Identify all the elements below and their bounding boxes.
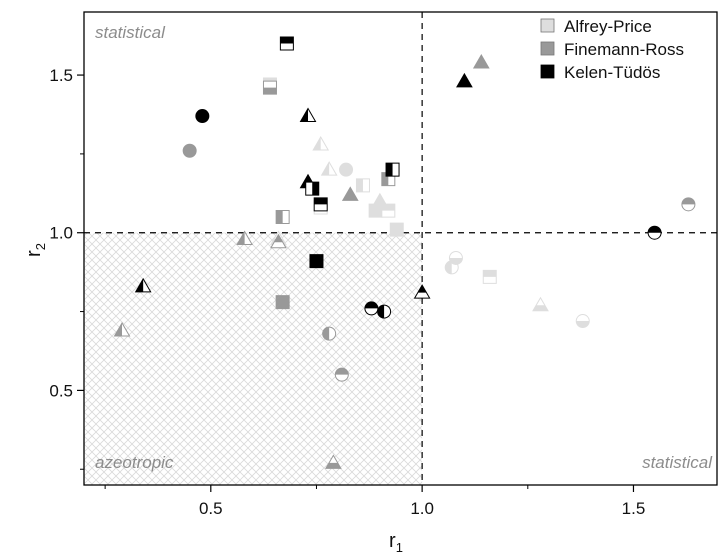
y-tick-label: 0.5 — [49, 381, 73, 400]
data-point-kelen-t-d-s — [306, 182, 319, 195]
y-tick-label: 1.5 — [49, 66, 73, 85]
x-tick-label: 1.0 — [410, 499, 434, 518]
data-point-finemann-ross — [682, 198, 695, 211]
x-axis-ticks: 0.5 1.0 1.5 — [105, 485, 645, 518]
legend-label-finemann-ross: Finemann-Ross — [564, 40, 684, 59]
y-tick-label: 1.0 — [49, 224, 73, 243]
x-axis-title-subscript: 1 — [396, 540, 403, 554]
x-tick-label: 1.5 — [622, 499, 646, 518]
data-point-alfrey-price — [576, 315, 589, 328]
region-label-top-left: statistical — [95, 23, 166, 42]
data-point-finemann-ross — [263, 81, 276, 94]
x-tick-label: 0.5 — [199, 499, 223, 518]
data-point-alfrey-price — [313, 137, 328, 150]
data-point-alfrey-price — [356, 179, 369, 192]
data-point-finemann-ross — [474, 55, 489, 68]
x-axis-title: r1 — [389, 530, 403, 554]
y-axis-title: r2 — [23, 243, 48, 257]
data-point-alfrey-price — [382, 204, 395, 217]
y-axis-ticks: 0.5 1.0 1.5 — [49, 66, 84, 469]
legend-label-alfrey-price: Alfrey-Price — [564, 17, 652, 36]
data-point-alfrey-price — [390, 223, 403, 236]
data-point-alfrey-price — [449, 251, 462, 264]
data-point-finemann-ross — [183, 144, 196, 157]
data-point-kelen-t-d-s — [314, 198, 327, 211]
data-point-finemann-ross — [343, 187, 358, 200]
data-point-alfrey-price — [340, 163, 353, 176]
data-point-kelen-t-d-s — [196, 110, 209, 123]
y-axis-title-subscript: 2 — [33, 243, 48, 250]
azeotropic-shaded-region — [84, 233, 422, 485]
legend-swatch-alfrey-price — [541, 19, 554, 32]
data-point-kelen-t-d-s — [310, 255, 323, 268]
data-point-alfrey-price — [533, 298, 548, 311]
data-point-finemann-ross — [276, 296, 289, 309]
data-point-kelen-t-d-s — [648, 226, 661, 239]
data-point-kelen-t-d-s — [457, 74, 472, 87]
region-label-bottom-left: azeotropic — [95, 453, 174, 472]
data-point-finemann-ross — [323, 327, 336, 340]
legend-swatch-kelen-t-d-s — [541, 65, 554, 78]
legend-label-kelen-t-d-s: Kelen-Tüdös — [564, 63, 660, 82]
region-label-bottom-right: statistical — [642, 453, 713, 472]
data-point-kelen-t-d-s — [365, 302, 378, 315]
data-point-kelen-t-d-s — [386, 163, 399, 176]
legend: Alfrey-Price Finemann-Ross Kelen-Tüdös — [541, 17, 684, 82]
legend-swatch-finemann-ross — [541, 42, 554, 55]
data-point-kelen-t-d-s — [378, 305, 391, 318]
data-point-alfrey-price — [483, 270, 496, 283]
data-point-kelen-t-d-s — [301, 109, 316, 122]
data-point-kelen-t-d-s — [280, 37, 293, 50]
data-point-finemann-ross — [335, 368, 348, 381]
data-point-alfrey-price — [322, 162, 337, 175]
data-point-finemann-ross — [276, 210, 289, 223]
